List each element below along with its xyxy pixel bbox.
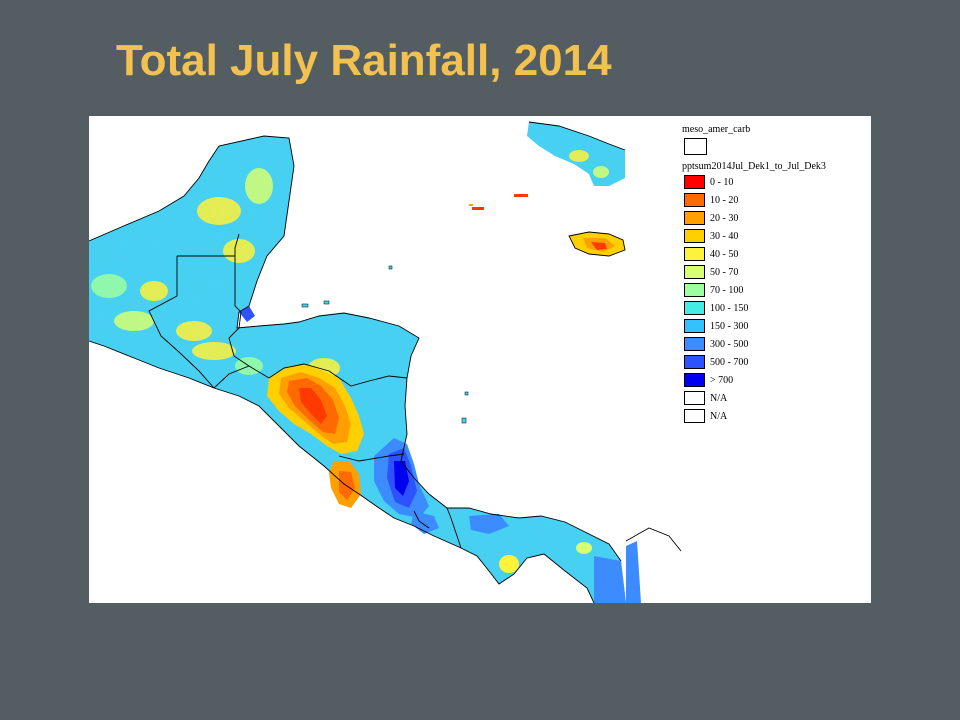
- legend-row: 70 - 100: [682, 281, 871, 299]
- legend-swatch: [684, 211, 705, 225]
- legend-label: N/A: [710, 410, 728, 422]
- legend-swatch: [684, 391, 705, 405]
- land-cuba: [527, 122, 625, 186]
- legend-row: 40 - 50: [682, 245, 871, 263]
- legend-label: 40 - 50: [710, 248, 739, 260]
- legend-rows: 0 - 10 10 - 20 20 - 30 30 - 40 40 - 50 50 - 7…: [682, 173, 871, 425]
- legend-swatch: [684, 409, 705, 423]
- legend-swatch: [684, 193, 705, 207]
- legend-label: > 700: [710, 374, 734, 386]
- legend-swatch: [684, 319, 705, 333]
- legend-row: 10 - 20: [682, 191, 871, 209]
- legend-label: 50 - 70: [710, 266, 739, 278]
- legend-row: > 700: [682, 371, 871, 389]
- legend-label: 30 - 40: [710, 230, 739, 242]
- legend-row: 20 - 30: [682, 209, 871, 227]
- land-mainland: [89, 136, 626, 603]
- land-jamaica: [569, 232, 625, 256]
- legend-layer-title: meso_amer_carb: [682, 124, 751, 135]
- legend-row: 0 - 10: [682, 173, 871, 191]
- land-south-america: [626, 528, 681, 603]
- legend-swatch: [684, 265, 705, 279]
- legend-row: 50 - 70: [682, 263, 871, 281]
- legend-row: 150 - 300: [682, 317, 871, 335]
- legend-layer-swatch: [684, 138, 707, 155]
- legend-row: N/A: [682, 407, 871, 425]
- legend-swatch: [684, 337, 705, 351]
- legend-label: 150 - 300: [710, 320, 749, 332]
- legend-swatch: [684, 283, 705, 297]
- legend-label: N/A: [710, 392, 728, 404]
- small-islands: [301, 265, 469, 424]
- rainfall-southern-patches: [499, 542, 592, 573]
- legend-series-title: pptsum2014Jul_Dek1_to_Jul_Dek3: [682, 161, 826, 172]
- map-legend: meso_amer_carb pptsum2014Jul_Dek1_to_Jul…: [682, 124, 871, 425]
- legend-swatch: [684, 301, 705, 315]
- legend-label: 10 - 20: [710, 194, 739, 206]
- legend-label: 100 - 150: [710, 302, 749, 314]
- legend-label: 20 - 30: [710, 212, 739, 224]
- land-cayman: [469, 194, 528, 210]
- rainfall-map: meso_amer_carb pptsum2014Jul_Dek1_to_Jul…: [89, 116, 871, 603]
- slide-title: Total July Rainfall, 2014: [116, 36, 612, 85]
- legend-label: 300 - 500: [710, 338, 749, 350]
- legend-row: 500 - 700: [682, 353, 871, 371]
- legend-swatch: [684, 247, 705, 261]
- legend-swatch: [684, 373, 705, 387]
- legend-swatch: [684, 175, 705, 189]
- legend-row: 30 - 40: [682, 227, 871, 245]
- map-canvas: [89, 121, 682, 603]
- legend-row: N/A: [682, 389, 871, 407]
- legend-swatch: [684, 355, 705, 369]
- legend-row: 300 - 500: [682, 335, 871, 353]
- legend-label: 500 - 700: [710, 356, 749, 368]
- legend-swatch: [684, 229, 705, 243]
- legend-label: 0 - 10: [710, 176, 734, 188]
- rainfall-wet-caribbean: [239, 306, 626, 603]
- legend-label: 70 - 100: [710, 284, 744, 296]
- legend-row: 100 - 150: [682, 299, 871, 317]
- country-borders: [89, 121, 682, 603]
